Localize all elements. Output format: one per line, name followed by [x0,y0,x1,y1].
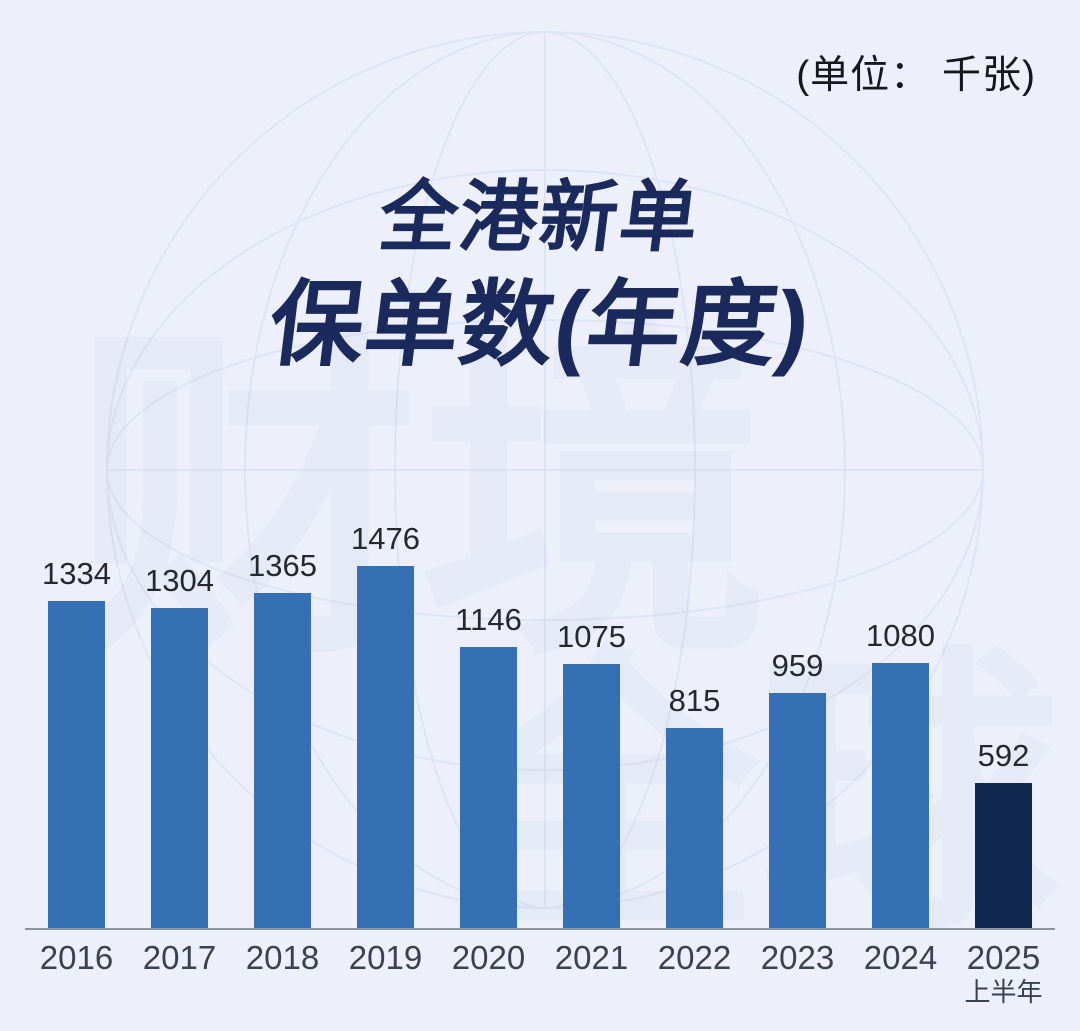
bar-value-label: 1075 [557,619,626,654]
bar-chart: 1334 1304 1365 1476 1146 1075 815 959 1080 592 20… [25,521,1055,1007]
bar-value-label: 1146 [455,602,522,637]
bar-2025 [975,783,1032,928]
x-tick-2023: 2023 [760,939,835,976]
bar-2021 [563,664,620,928]
chart-title: 全港新单 保单数(年度) [0,173,1080,377]
bar-column-2020: 1146 [437,602,540,928]
bar-column-2024: 1080 [849,618,952,928]
bar-value-label: 1080 [866,618,935,653]
bar-2022 [666,728,723,928]
x-tick-2021: 2021 [554,939,629,976]
x-tick-2020: 2020 [451,939,526,976]
x-tick-2024: 2024 [863,939,938,976]
bar-2019 [357,566,414,928]
bar-2017 [151,608,208,928]
bar-value-label: 1365 [248,548,317,583]
bar-column-2023: 959 [746,648,849,928]
bar-column-2022: 815 [643,683,746,928]
chart-title-line1: 全港新单 [374,173,706,261]
x-axis-line [25,928,1055,930]
bar-column-2017: 1304 [128,563,231,928]
bar-2018 [254,593,311,928]
x-tick-2022: 2022 [657,939,732,976]
unit-label: (单位： 千张) [796,54,1036,97]
bar-2016 [48,601,105,928]
bar-value-label: 1304 [145,563,214,598]
x-tick-2025: 2025 上半年 [952,940,1055,1007]
bar-column-2019: 1476 [334,521,437,928]
bar-column-2016: 1334 [25,556,128,928]
bar-value-label: 959 [771,648,824,683]
bar-2023 [769,693,826,928]
bar-value-label: 592 [977,738,1030,773]
bar-value-label: 1334 [42,556,111,591]
x-tick-sublabel: 上半年 [964,976,1043,1007]
x-tick-2016: 2016 [39,939,114,976]
x-tick-2019: 2019 [348,939,423,976]
plot-area: 1334 1304 1365 1476 1146 1075 815 959 1080 592 [25,521,1055,928]
bar-value-label: 1476 [351,521,420,556]
chart-title-line2: 保单数(年度) [263,272,817,377]
bar-value-label: 815 [668,683,721,718]
x-axis-labels: 2016 2017 2018 2019 2020 2021 2022 2023 2024 2025… [25,939,1055,1007]
x-tick-2018: 2018 [245,939,320,976]
bar-column-2018: 1365 [231,548,334,928]
bar-2024 [872,663,929,928]
bar-column-2025: 592 [952,738,1055,928]
bar-column-2021: 1075 [540,619,643,928]
x-tick-2017: 2017 [142,939,217,976]
bar-2020 [460,647,517,928]
